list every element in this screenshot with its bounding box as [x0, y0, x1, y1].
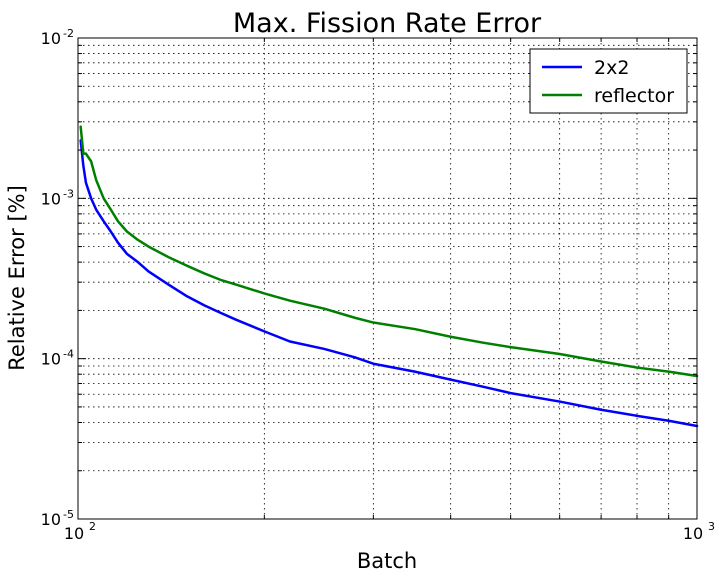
tick-labels-layer: 10 2 10 3-510-410-310-210 [41, 27, 715, 543]
series-line-2x2 [79, 139, 699, 428]
x-tick-label-exponent: 3 [708, 520, 715, 533]
x-tick-label-exponent: 2 [89, 520, 96, 533]
x-tick-label: 10 [64, 524, 84, 543]
legend-label-2x2: 2x2 [594, 57, 629, 79]
y-tick-label: 10 [41, 350, 61, 369]
legend-box [529, 48, 688, 114]
plot-frame [77, 37, 698, 520]
legend-label-reflector: reflector [594, 85, 674, 107]
y-tick-label: 10 [41, 29, 61, 48]
legend: 2x2 reflector [529, 48, 688, 114]
series-line-reflector [79, 125, 699, 378]
series-layer [79, 125, 699, 428]
x-tick-label: 10 [683, 524, 703, 543]
y-tick-label-exponent: -5 [63, 508, 74, 521]
ticks-layer [77, 38, 697, 520]
y-tick-label-exponent: -2 [63, 27, 74, 40]
y-tick-label: 10 [41, 510, 61, 529]
y-axis-label: Relative Error [%] [5, 185, 29, 371]
chart-title: Max. Fission Rate Error [233, 8, 542, 39]
y-tick-label-exponent: -3 [63, 187, 74, 200]
y-tick-label: 10 [41, 189, 61, 208]
x-axis-label: Batch [357, 549, 417, 573]
y-tick-label-exponent: -4 [63, 348, 74, 361]
